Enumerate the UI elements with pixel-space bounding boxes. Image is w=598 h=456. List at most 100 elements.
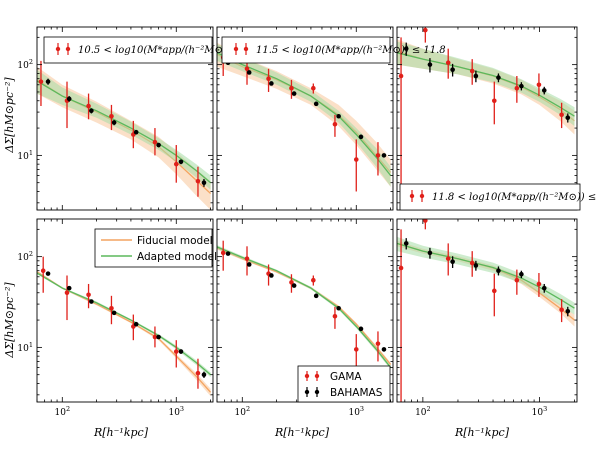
bahamas-point [246,262,252,267]
bahamas-point [178,159,184,165]
bahamas-point [313,293,319,299]
bahamas-point [246,70,252,75]
bahamas-point [291,91,297,96]
bahamas-point [269,81,274,86]
bahamas-point [201,180,207,185]
bin-legend-2: 11.5 < log10(M*app/(h⁻²M⊙)) ≤ 11.8 [221,36,446,64]
bahamas-point [541,285,547,291]
bahamas-point [427,250,433,256]
gama-point [559,112,564,118]
gama-point [469,260,475,266]
bin-legend-box [221,36,391,64]
gama-point [445,60,451,66]
bahamas-point [403,46,409,51]
bahamas-point [336,305,341,311]
bahamas-point [133,129,139,135]
adapted-model-line [217,246,392,368]
gama-point [173,161,179,167]
gama-legend-marker [233,46,239,52]
x-tick-label: 103 [168,405,184,418]
panel-frame [36,218,214,403]
bahamas-point [473,263,479,268]
x-tick-label: 102 [415,405,431,418]
gama-point [332,314,338,319]
xlabel-left: R[h⁻¹kpc] [93,426,149,439]
bahamas-point [403,241,409,246]
bahamas-point [111,310,117,316]
gama-point [469,68,475,74]
gama-point [375,153,381,158]
gama-point [289,85,294,91]
gama-point [514,85,520,91]
ylabel-top: ΔΣ[hM⊙pc⁻²] [3,77,16,154]
y-tick-label: 101 [17,149,33,162]
bahamas-point [450,259,455,264]
gama-point [423,27,428,33]
bahamas-legend-marker [304,389,310,395]
gama-legend-marker [55,46,61,52]
bahamas-point [291,283,297,288]
gama-point [152,334,158,340]
adapted-model-band [217,245,391,370]
bin-label-3: 11.8 < log10(M*app/(h⁻²M⊙)) ≤ 12.7 [432,192,598,203]
bahamas-point [519,271,524,277]
bahamas-point [358,134,364,140]
adapted-model-band [37,69,211,190]
gama-point [86,103,91,109]
data-legend-box [297,365,391,403]
ylabel-bottom: ΔΣ[hM⊙pc⁻²] [3,282,16,359]
gama-legend-marker [314,373,320,379]
gama-point [491,98,497,104]
gama-point [514,277,520,283]
bahamas-point [133,321,139,327]
gama-point [559,307,564,313]
bahamas-point [336,113,341,119]
xlabel-right: R[h⁻¹kpc] [454,426,510,439]
panel-bottom-right: 102 103 [396,218,578,418]
model-legend: Fiducial model Adapted model [94,228,217,268]
adapted-model-line [397,52,575,117]
gama-point [195,178,201,184]
bahamas-point [156,142,161,148]
adapted-model-line [37,272,212,376]
gama-point [266,76,271,82]
bahamas-point [225,251,231,256]
gama-point [244,256,250,261]
gama-point [195,370,201,376]
gama-point [332,122,338,127]
x-tick-label: 103 [532,405,548,418]
gama-point [64,290,70,296]
gama-point [423,219,428,223]
gama-point [86,292,91,298]
gama-point [244,66,250,72]
bahamas-point [427,62,433,67]
gama-legend-marker [243,46,249,52]
x-tick-label: 103 [348,405,364,418]
adapted-model-band [37,271,211,378]
bahamas-point [496,75,501,80]
bahamas-point [45,271,51,276]
bahamas-point [565,115,571,121]
adapted-model-band [397,236,575,315]
bahamas-point [519,83,524,89]
data-legend: GAMA BAHAMAS [297,365,391,403]
gama-point [109,113,114,119]
bahamas-legend-marker [314,389,320,395]
y-tick-label: 102 [17,250,33,263]
panel-frame [216,26,394,211]
fiducial-model-line [217,247,392,365]
xlabel-middle: R[h⁻¹kpc] [274,426,330,439]
x-tick-label: 102 [234,405,250,418]
gama-legend-marker [409,193,415,199]
gama-point [445,256,451,261]
gama-point [38,79,44,84]
gama-point [109,305,114,311]
gama-point [152,139,158,145]
gama-point [353,347,359,352]
gama-point [353,157,359,162]
panel-bottom-left: 101 102 102 103 [17,218,214,418]
gama-point [311,277,316,283]
gama-point [40,268,46,274]
gama-legend-marker [304,373,310,379]
